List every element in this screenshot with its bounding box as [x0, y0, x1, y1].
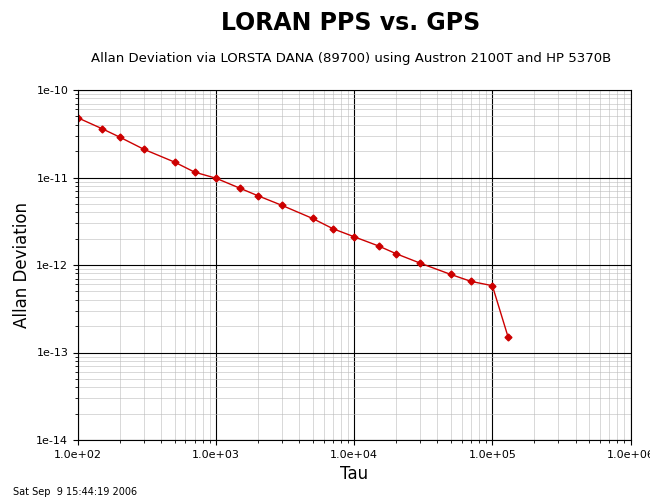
Text: Sat Sep  9 15:44:19 2006: Sat Sep 9 15:44:19 2006 [13, 487, 137, 497]
Y-axis label: Allan Deviation: Allan Deviation [13, 202, 31, 328]
Text: Allan Deviation via LORSTA DANA (89700) using Austron 2100T and HP 5370B: Allan Deviation via LORSTA DANA (89700) … [91, 52, 611, 65]
Text: LORAN PPS vs. GPS: LORAN PPS vs. GPS [222, 11, 480, 35]
X-axis label: Tau: Tau [340, 466, 369, 483]
